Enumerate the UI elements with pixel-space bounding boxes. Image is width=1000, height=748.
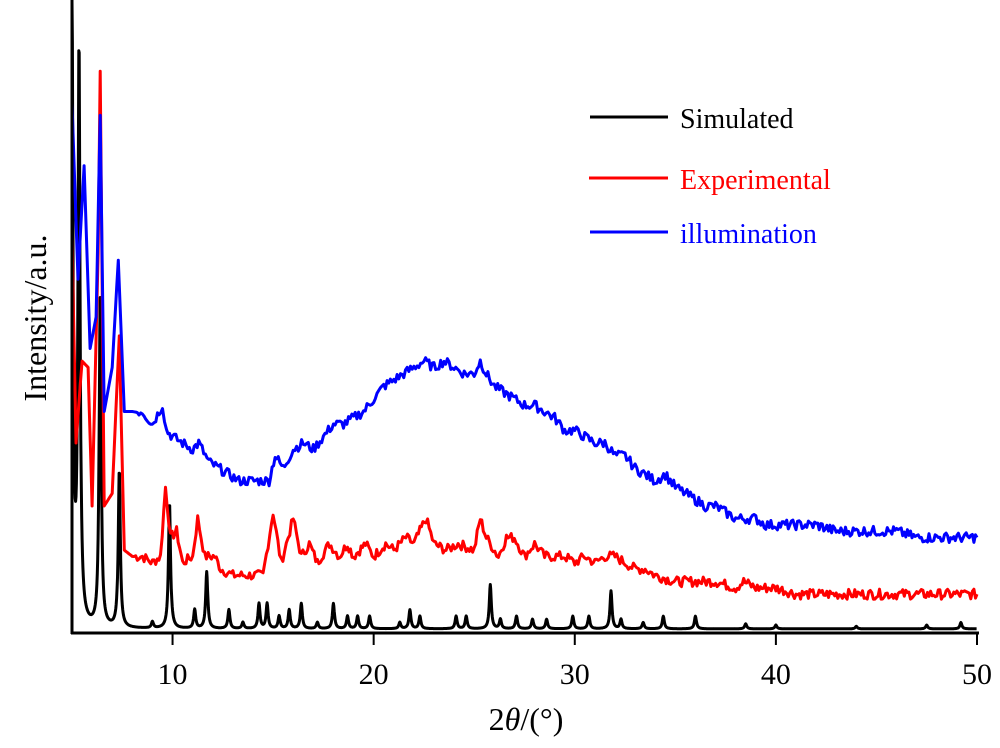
x-tick-label: 50: [962, 658, 992, 691]
x-tick-label: 20: [359, 658, 389, 691]
legend-label-simulated: Simulated: [680, 104, 794, 135]
x-axis-label-suffix: /(°): [520, 701, 563, 737]
series-line-simulated: [70, 1, 978, 631]
x-axis-label-prefix: 2: [489, 701, 505, 737]
series-layer: [70, 1, 979, 631]
y-axis-label: Intensity/a.u.: [17, 234, 53, 401]
legend-item-experimental: Experimental: [589, 165, 831, 196]
legend: Simulated Experimental illumination: [589, 104, 831, 250]
legend-item-simulated: Simulated: [590, 104, 794, 135]
series-line-illumination: [70, 102, 979, 544]
legend-label-illumination: illumination: [680, 219, 817, 250]
x-tick-label: 10: [158, 658, 188, 691]
legend-item-illumination: illumination: [590, 219, 817, 250]
x-axis-label-theta: θ: [505, 701, 521, 737]
legend-label-experimental: Experimental: [680, 165, 831, 196]
x-ticks: 10 20 30 40 50: [158, 633, 992, 691]
x-axis-label: 2θ/(°): [489, 701, 564, 737]
x-tick-label: 30: [560, 658, 590, 691]
x-tick-label: 40: [761, 658, 791, 691]
series-line-experimental: [70, 69, 979, 601]
